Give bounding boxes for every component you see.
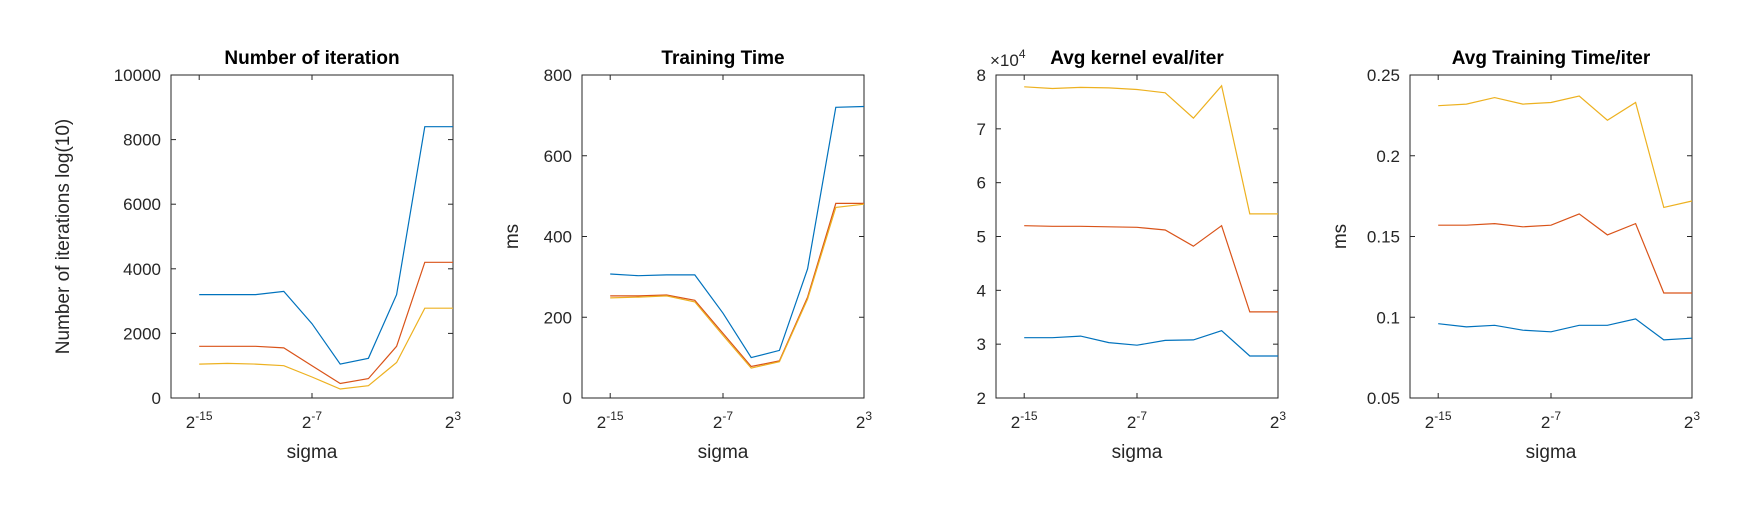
x-tick-label: 23 [1684,409,1700,432]
x-tick-base: 2 [302,413,311,432]
x-tick-base: 2 [1684,413,1693,432]
series-line-2 [610,202,864,368]
series-line-1 [199,126,453,365]
series-line-3 [1024,84,1278,215]
x-tick-label: 23 [856,409,872,432]
series-line-2 [1438,213,1692,294]
y-tick-label: 0.25 [1367,66,1400,85]
y-axis-label: Number of iterations log(10) [53,119,74,355]
y-axis-label: ms [502,224,523,249]
plot-area-box [1409,74,1693,399]
y-tick-label: 4000 [123,260,161,279]
x-axis-label: sigma [1112,442,1163,463]
series-line-1 [1438,318,1693,341]
x-tick-exponent: -15 [1434,409,1452,423]
x-tick-exponent: -15 [195,409,213,423]
chart-title: Training Time [661,48,784,69]
x-tick-label: 23 [445,409,461,432]
y-tick-label: 600 [544,147,572,166]
x-tick-base: 2 [856,413,865,432]
y-multiplier-exponent: 4 [1019,47,1026,61]
x-tick-label: 23 [1270,409,1286,432]
series-line-1 [1024,330,1278,357]
x-tick-base: 2 [597,413,606,432]
x-tick-label: 2-7 [302,409,322,432]
x-tick-exponent: 3 [454,409,461,423]
y-tick-label: 5 [977,228,986,247]
x-axis-label: sigma [287,442,338,463]
x-tick-base: 2 [713,413,722,432]
series-line-2 [199,261,453,385]
y-tick-label: 0 [152,389,161,408]
y-tick-label: 6 [977,174,986,193]
x-tick-base: 2 [1425,413,1434,432]
y-axis-label: ms [1330,224,1351,249]
series-line-3 [610,203,865,369]
y-tick-label: 0.2 [1376,147,1400,166]
y-tick-label: 2 [977,389,986,408]
series-line-1 [610,105,865,359]
y-tick-label: 400 [544,228,572,247]
y-tick-label: 7 [977,120,986,139]
x-tick-base: 2 [445,413,454,432]
x-tick-exponent: 3 [865,409,872,423]
x-tick-label: 2-7 [1541,409,1561,432]
y-tick-label: 6000 [123,195,161,214]
x-tick-exponent: 3 [1693,409,1700,423]
x-tick-label: 2-7 [1127,409,1147,432]
y-tick-label: 0.15 [1367,228,1400,247]
x-tick-exponent: -7 [1550,409,1561,423]
x-tick-label: 2-7 [713,409,733,432]
x-tick-base: 2 [1541,413,1550,432]
chart-title: Avg Training Time/iter [1452,48,1651,69]
y-tick-label: 0.1 [1376,308,1400,327]
y-tick-label: 200 [544,308,572,327]
x-axis-label: sigma [1526,442,1577,463]
y-tick-label: 0 [563,389,572,408]
x-tick-exponent: -7 [722,409,733,423]
y-axis-multiplier: ×104 [990,47,1026,70]
y-tick-label: 8000 [123,131,161,150]
x-tick-label: 2-15 [186,409,213,432]
series-line-2 [1024,224,1278,313]
x-tick-label: 2-15 [597,409,624,432]
x-axis-label: sigma [698,442,749,463]
plot-area-box [581,74,865,399]
x-tick-label: 2-15 [1425,409,1452,432]
plot-area-box [995,74,1279,399]
x-tick-base: 2 [1270,413,1279,432]
x-tick-base: 2 [186,413,195,432]
x-tick-exponent: -15 [606,409,624,423]
y-tick-label: 800 [544,66,572,85]
x-tick-exponent: -7 [1136,409,1147,423]
series-line-3 [1438,95,1693,209]
y-tick-label: 8 [977,66,986,85]
y-tick-label: 0.05 [1367,389,1400,408]
x-tick-label: 2-15 [1011,409,1038,432]
chart-title: Avg kernel eval/iter [1050,48,1224,69]
plot-area-box [170,74,454,399]
y-tick-label: 10000 [114,66,161,85]
x-tick-base: 2 [1011,413,1020,432]
y-tick-label: 3 [977,335,986,354]
chart-title: Number of iteration [224,48,399,69]
x-tick-base: 2 [1127,413,1136,432]
y-tick-label: 2000 [123,324,161,343]
x-tick-exponent: -15 [1020,409,1038,423]
x-tick-exponent: -7 [311,409,322,423]
series-line-3 [199,307,453,390]
y-tick-label: 4 [977,281,986,300]
y-multiplier-base: ×10 [990,51,1019,70]
x-tick-exponent: 3 [1279,409,1286,423]
